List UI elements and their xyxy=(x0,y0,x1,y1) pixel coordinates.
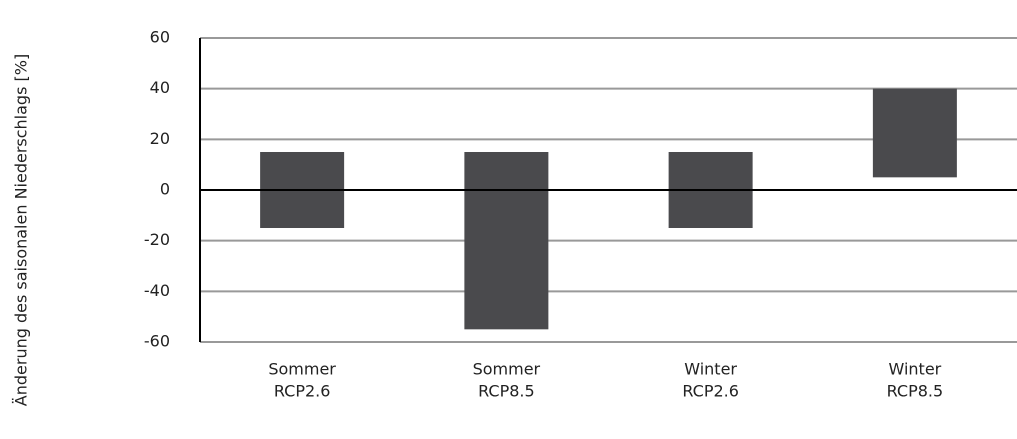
x-tick-label: RCP8.5 xyxy=(478,382,535,401)
x-tick-label: RCP8.5 xyxy=(887,382,944,401)
x-tick-label: Winter xyxy=(889,360,942,379)
y-tick-label: 60 xyxy=(150,28,170,47)
x-tick-label: Sommer xyxy=(473,360,541,379)
y-axis-label: Änderung des saisonalen Niederschlags [%… xyxy=(12,54,31,406)
y-tick-label: -20 xyxy=(144,230,170,249)
y-tick-label: 0 xyxy=(160,180,170,199)
y-tick-label: -40 xyxy=(144,281,170,300)
bar xyxy=(872,88,957,178)
y-tick-label: -60 xyxy=(144,332,170,351)
x-tick-label: RCP2.6 xyxy=(274,382,331,401)
x-tick-label: Winter xyxy=(684,360,737,379)
bar xyxy=(464,152,549,330)
x-tick-label: Sommer xyxy=(268,360,336,379)
y-tick-label: 40 xyxy=(150,78,170,97)
y-tick-label: 20 xyxy=(150,129,170,148)
x-tick-label: RCP2.6 xyxy=(682,382,739,401)
